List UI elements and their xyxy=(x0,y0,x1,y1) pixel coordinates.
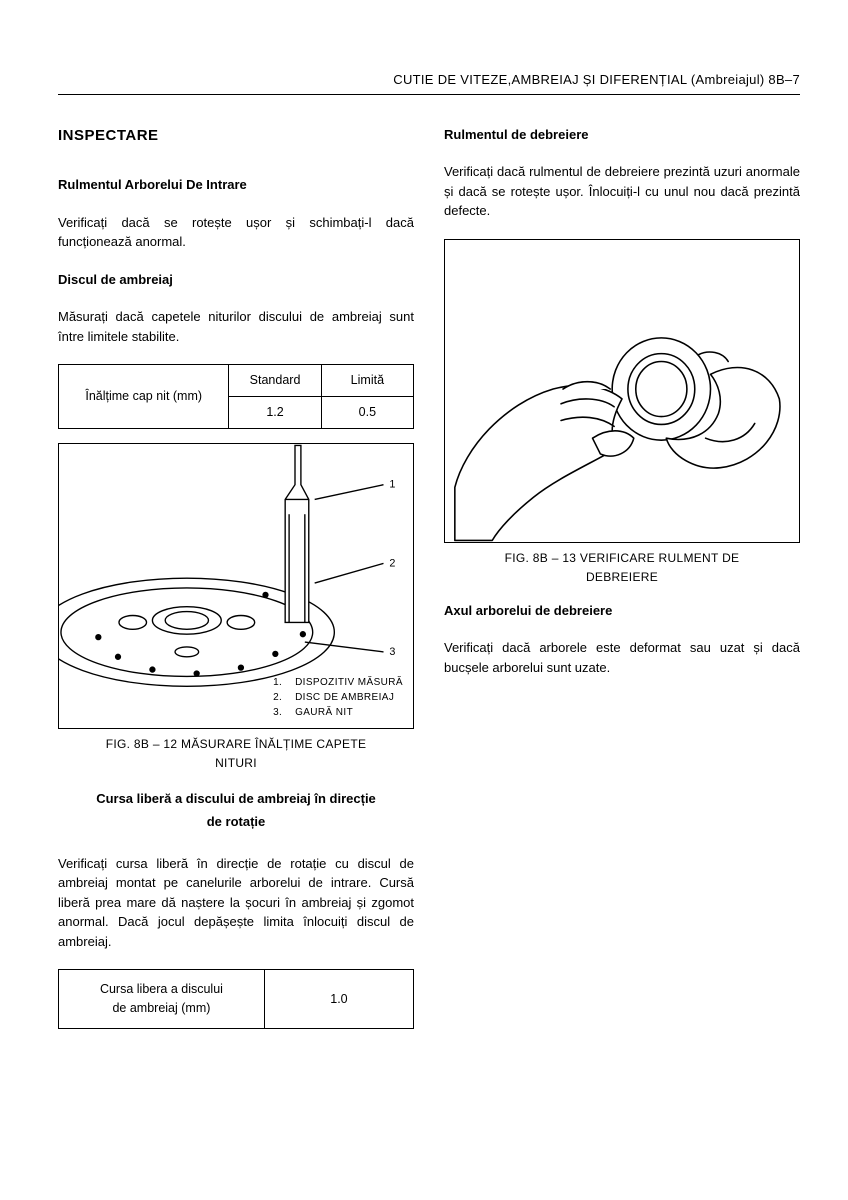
legend-num: 2. xyxy=(273,690,285,705)
table-col2-header: Limită xyxy=(321,365,413,397)
legend-text: DISC DE AMBREIAJ xyxy=(295,690,394,705)
table-inaltime-nit: Înălțime cap nit (mm) Standard Limită 1.… xyxy=(58,364,414,429)
svg-text:2: 2 xyxy=(389,557,395,569)
left-column: INSPECTARE Rulmentul Arborelui De Intrar… xyxy=(58,125,414,1043)
para-rulment-debreiere: Verificați dacă rulmentul de debreiere p… xyxy=(444,162,800,221)
svg-text:3: 3 xyxy=(389,645,395,657)
para-axul-arbore: Verificați dacă arborele este deformat s… xyxy=(444,638,800,677)
table-cursa-libera: Cursa libera a discului de ambreiaj (mm)… xyxy=(58,969,414,1029)
heading-cursa-libera: Cursa liberă a discului de ambreiaj în d… xyxy=(58,787,414,834)
right-column: Rulmentul de debreiere Verificați dacă r… xyxy=(444,125,800,1043)
table-rowlabel: Înălțime cap nit (mm) xyxy=(59,365,229,429)
caption-line: DEBREIERE xyxy=(586,570,658,584)
heading-line: Cursa liberă a discului de ambreiaj în d… xyxy=(96,791,376,806)
rowlabel-line: Cursa libera a discului xyxy=(100,982,223,996)
para-cursa-libera: Verificați cursa liberă în direcție de r… xyxy=(58,854,414,952)
figure-8b-13 xyxy=(444,239,800,543)
table-col1-value: 1.2 xyxy=(229,396,321,428)
table-col1-header: Standard xyxy=(229,365,321,397)
table-col2-value: 0.5 xyxy=(321,396,413,428)
para-discul: Măsurați dacă capetele niturilor disculu… xyxy=(58,307,414,346)
main-heading: INSPECTARE xyxy=(58,125,414,148)
legend-text: GAURĂ NIT xyxy=(295,705,353,720)
svg-text:1: 1 xyxy=(389,478,395,490)
caption-line: FIG. 8B – 12 MĂSURARE ÎNĂLȚIME CAPETE xyxy=(106,737,367,751)
caption-line: FIG. 8B – 13 VERIFICARE RULMENT DE xyxy=(505,551,740,565)
legend-num: 1. xyxy=(273,675,285,690)
heading-discul: Discul de ambreiaj xyxy=(58,270,414,290)
heading-axul-arbore: Axul arborelui de debreiere xyxy=(444,601,800,621)
table-value: 1.0 xyxy=(264,970,413,1029)
figure-12-caption: FIG. 8B – 12 MĂSURARE ÎNĂLȚIME CAPETE NI… xyxy=(58,735,414,773)
figure-13-caption: FIG. 8B – 13 VERIFICARE RULMENT DE DEBRE… xyxy=(444,549,800,587)
caption-line: NITURI xyxy=(215,756,257,770)
para-rulment-arbore: Verificați dacă se rotește ușor și schim… xyxy=(58,213,414,252)
legend-num: 3. xyxy=(273,705,285,720)
legend-text: DISPOZITIV MĂSURĂ xyxy=(295,675,403,690)
heading-rulment-arbore: Rulmentul Arborelui De Intrare xyxy=(58,175,414,195)
release-bearing-hands-icon xyxy=(445,240,799,542)
page-header: CUTIE DE VITEZE,AMBREIAJ ȘI DIFERENȚIAL … xyxy=(58,70,800,95)
heading-rulment-debreiere: Rulmentul de debreiere xyxy=(444,125,800,145)
figure-12-legend: 1. DISPOZITIV MĂSURĂ 2. DISC DE AMBREIAJ 3… xyxy=(273,675,403,720)
rowlabel-line: de ambreiaj (mm) xyxy=(112,1001,210,1015)
table-rowlabel: Cursa libera a discului de ambreiaj (mm) xyxy=(59,970,265,1029)
content-columns: INSPECTARE Rulmentul Arborelui De Intrar… xyxy=(58,125,800,1043)
heading-line: de rotație xyxy=(207,814,266,829)
figure-8b-12: 1 2 3 1. DISPOZITIV MĂSURĂ 2. DISC DE AMBR… xyxy=(58,443,414,729)
